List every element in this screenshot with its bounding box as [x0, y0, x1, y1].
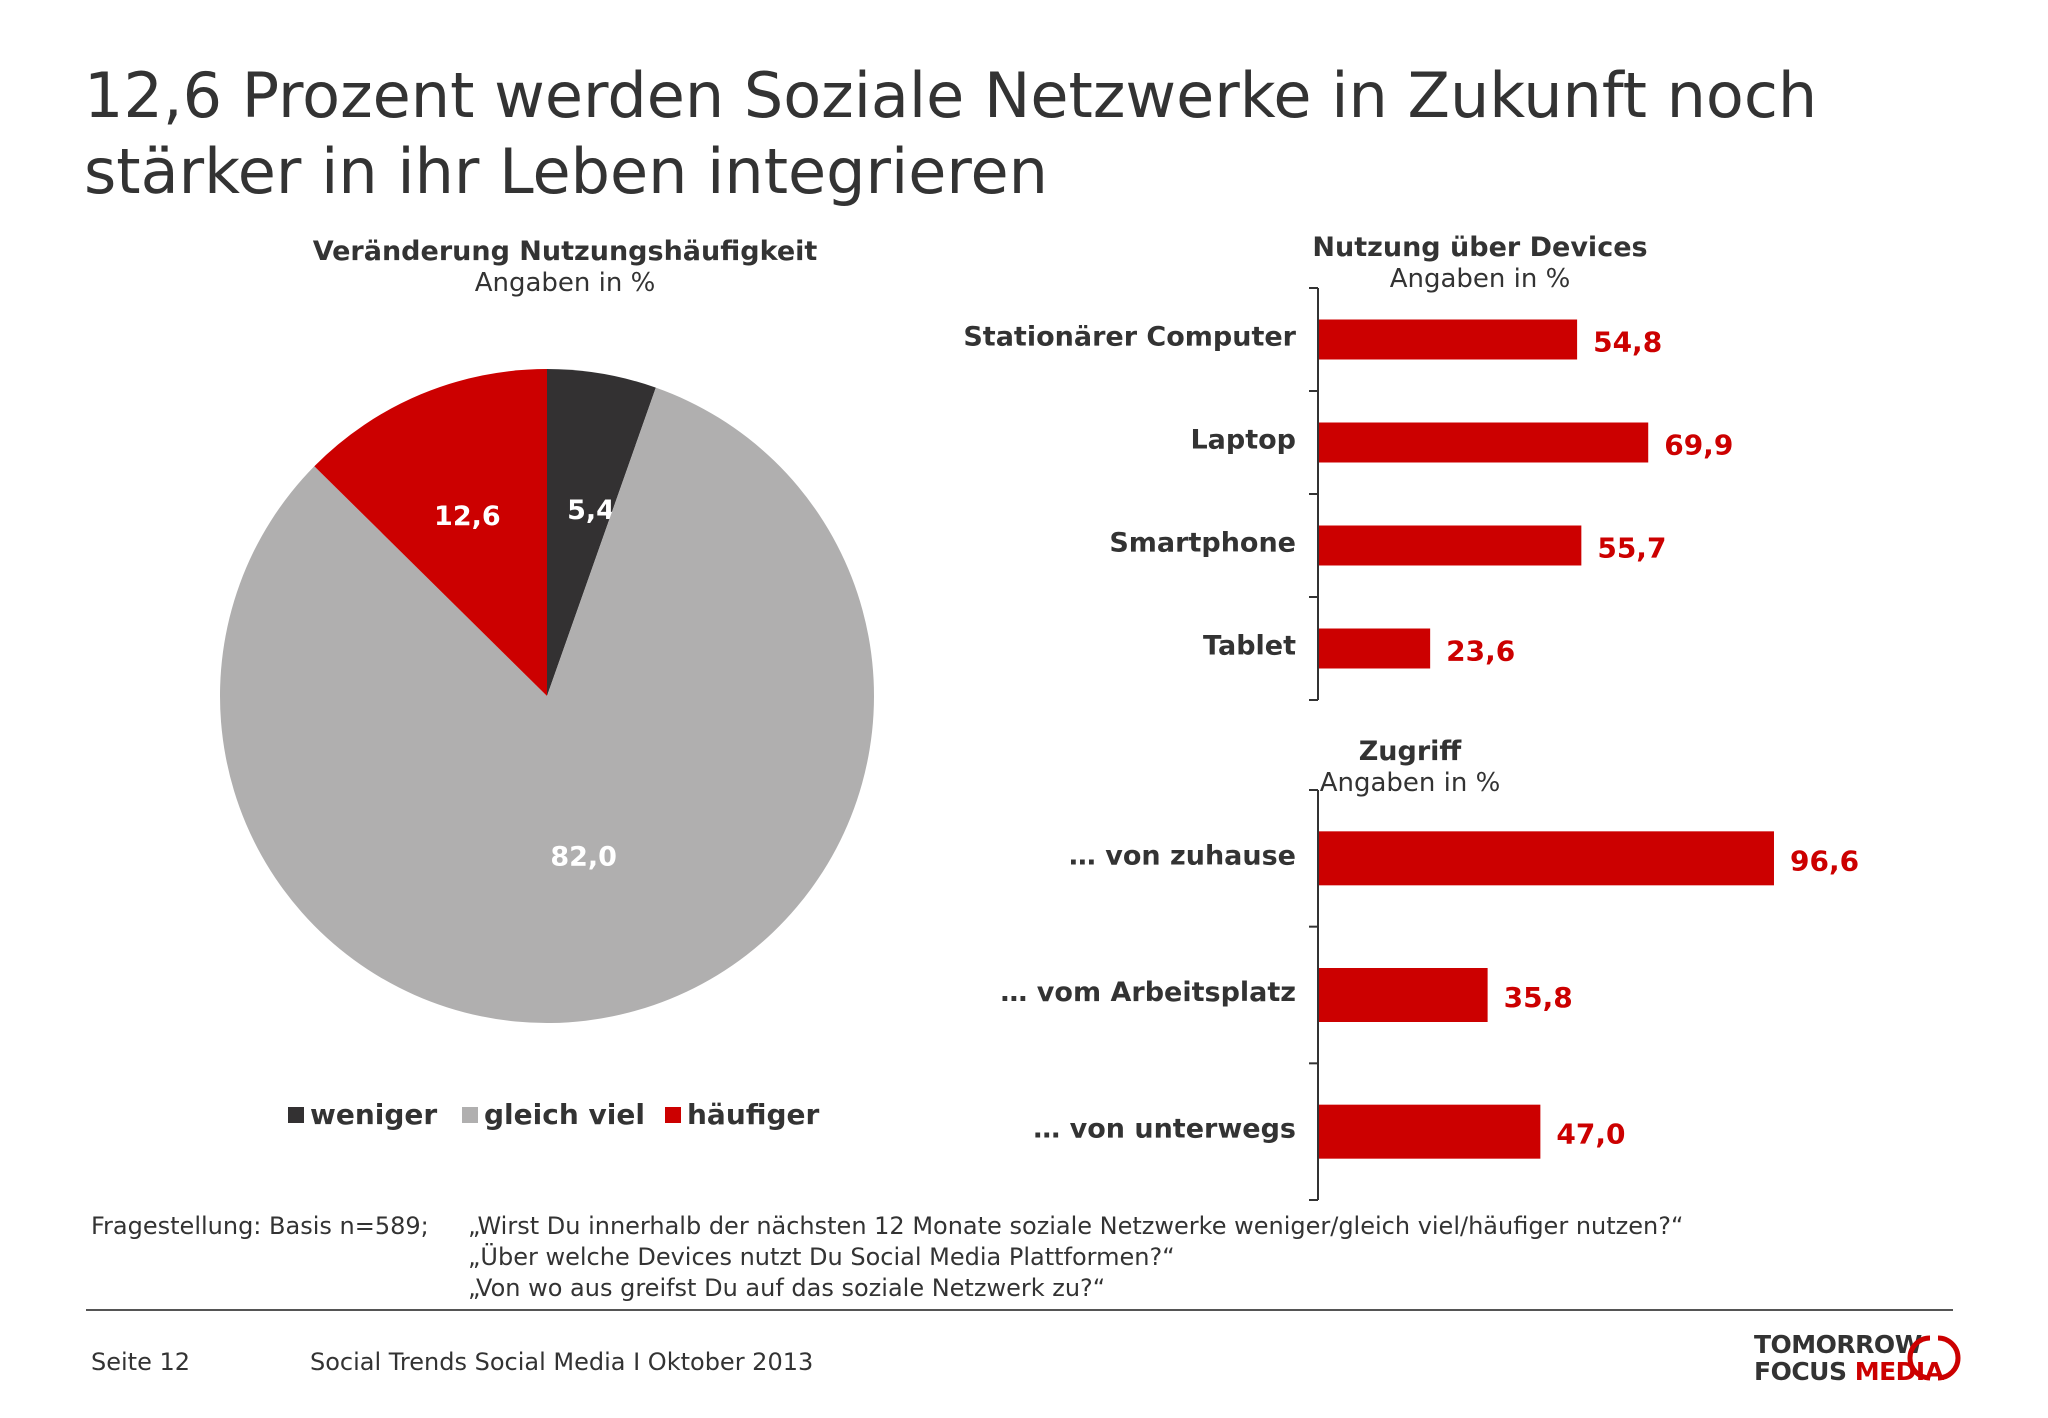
devices-chart-subtitle: Angaben in %: [1389, 264, 1571, 294]
devices-value-label: 23,6: [1446, 635, 1515, 668]
devices-bar: [1319, 628, 1431, 669]
devices-bar: [1319, 525, 1582, 566]
logo-focus: FOCUS: [1754, 1357, 1847, 1386]
pie-slice-gleich-viel: [219, 387, 874, 1024]
pie-chart-title: Veränderung Nutzungshäufigkeit: [312, 236, 818, 267]
footnote-question-3: „Von wo aus greifst Du auf das soziale N…: [468, 1274, 1106, 1302]
devices-category-label: Tablet: [1203, 631, 1296, 662]
legend-item-haeufiger: häufiger: [665, 1098, 819, 1131]
logo-media: MEDIA: [1854, 1357, 1944, 1386]
devices-category-label: Laptop: [1190, 425, 1296, 456]
zugriff-category-label: … von unterwegs: [1033, 1114, 1296, 1145]
zugriff-category-label: … von zuhause: [1069, 840, 1296, 871]
legend-label-weniger: weniger: [310, 1098, 438, 1131]
zugriff-value-label: 47,0: [1556, 1118, 1625, 1151]
logo-line-2: FOCUS MEDIA: [1754, 1357, 1944, 1386]
legend-swatch-haeufiger: [665, 1106, 681, 1123]
footnote-label: Fragestellung: Basis n=589;: [91, 1212, 429, 1240]
devices-bar: [1319, 422, 1649, 463]
pie-label-weniger: 5,4: [567, 495, 615, 526]
legend-swatch-gleich-viel: [462, 1106, 478, 1123]
page-number: Seite 12: [91, 1348, 191, 1376]
devices-chart-title: Nutzung über Devices: [1312, 232, 1648, 263]
logo-line-1: TOMORROW: [1754, 1330, 1922, 1359]
pie-chart-subtitle: Angaben in %: [474, 268, 656, 298]
logo-ring-icon: [1907, 1335, 1961, 1381]
legend-item-gleich-viel: gleich viel: [462, 1098, 645, 1131]
footer-divider: [86, 1309, 1953, 1311]
devices-value-label: 55,7: [1597, 532, 1666, 565]
zugriff-bar: [1319, 968, 1488, 1022]
legend-item-weniger: weniger: [288, 1098, 437, 1131]
zugriff-chart-title: Zugriff: [1358, 736, 1462, 767]
devices-value-label: 54,8: [1593, 326, 1662, 359]
legend-label-gleich-viel: gleich viel: [484, 1098, 645, 1131]
footnote-question-1: „Wirst Du innerhalb der nächsten 12 Mona…: [468, 1212, 1684, 1240]
zugriff-bar: [1319, 1104, 1541, 1159]
pie-slice-haeufiger: [314, 369, 547, 696]
zugriff-bar: [1319, 831, 1774, 886]
devices-category-label: Smartphone: [1109, 528, 1296, 559]
footnote-question-2: „Über welche Devices nutzt Du Social Med…: [468, 1243, 1175, 1271]
zugriff-value-label: 96,6: [1790, 844, 1859, 877]
page-title: 12,6 Prozent werden Soziale Netzwerke in…: [84, 59, 1818, 208]
zugriff-value-label: 35,8: [1504, 981, 1573, 1014]
zugriff-category-label: … vom Arbeitsplatz: [1000, 977, 1296, 1008]
footer-source: Social Trends Social Media I Oktober 201…: [310, 1348, 814, 1376]
pie-label-gleich-viel: 82,0: [550, 841, 617, 872]
pie-label-haeufiger: 12,6: [434, 501, 501, 532]
zugriff-chart-subtitle: Angaben in %: [1319, 768, 1501, 798]
pie-slice-weniger: [547, 369, 656, 696]
devices-category-label: Stationärer Computer: [963, 322, 1296, 353]
legend-label-haeufiger: häufiger: [687, 1098, 820, 1131]
devices-value-label: 69,9: [1664, 429, 1733, 462]
devices-bar: [1319, 319, 1578, 360]
legend-swatch-weniger: [288, 1106, 304, 1123]
